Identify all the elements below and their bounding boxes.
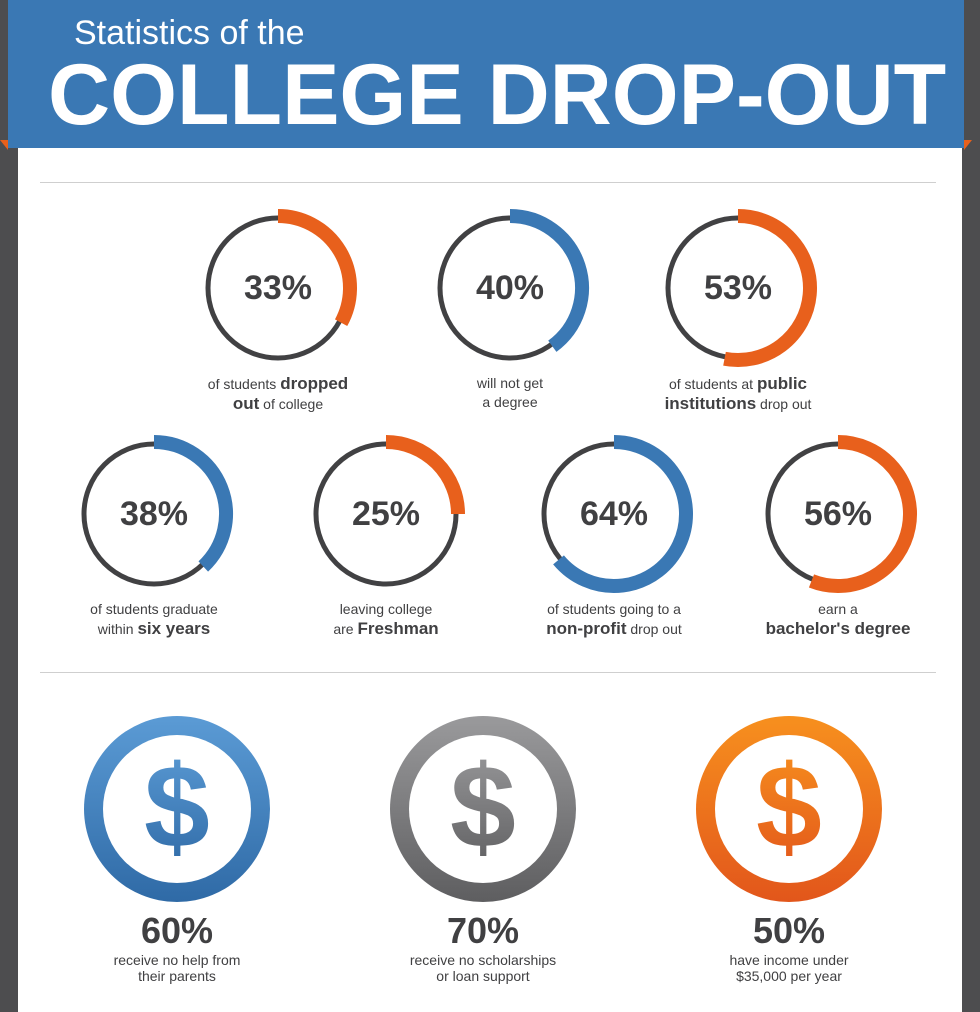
ring-percent-label: 64% <box>579 494 649 533</box>
ring-53: 53% <box>658 208 818 368</box>
dollar-icon-svg: $ <box>84 716 270 902</box>
ring-caption: earn a bachelor's degree <box>765 601 911 638</box>
ring-caption: of students graduate within six years <box>90 601 218 638</box>
ring-svg <box>313 435 465 587</box>
dollar-icon: $ <box>82 714 272 904</box>
ring-38: 38% <box>74 434 234 594</box>
ring-arc-64 <box>553 435 693 593</box>
divider-top <box>40 182 936 183</box>
ring-caption: of students at public institutions drop o… <box>664 374 812 413</box>
header-title: COLLEGE DROP-OUT <box>48 47 947 143</box>
ring-svg <box>765 435 917 593</box>
ring-percent-label: 56% <box>803 494 873 533</box>
money-caption: receive no help from their parents <box>113 952 241 984</box>
ring-64: 64% <box>534 434 694 594</box>
ring-svg <box>541 435 693 593</box>
ring-caption: of students going to a non-profit drop ou… <box>546 601 682 638</box>
header-banner: Statistics of the COLLEGE DROP-OUT <box>0 0 972 150</box>
ring-svg <box>665 209 817 367</box>
ring-arc-38 <box>153 435 233 572</box>
ring-40: 40% <box>430 208 590 368</box>
money-percent-label: 70% <box>446 910 520 951</box>
ring-percent-label: 33% <box>243 268 313 307</box>
dollar-icon-svg: $ <box>696 716 882 902</box>
content-panel: 33% of students dropped out of college 40% w… <box>18 148 962 1012</box>
dollar-glyph: $ <box>450 741 516 873</box>
ring-arc-40 <box>509 209 589 352</box>
dollar-icon-inner <box>103 735 251 883</box>
ring-svg <box>205 209 357 361</box>
dollar-glyph: $ <box>144 741 210 873</box>
ring-percent-label: 38% <box>119 494 189 533</box>
ring-caption: leaving college are Freshman <box>333 601 439 638</box>
ring-svg <box>81 435 233 587</box>
header-subtitle: Statistics of the <box>74 14 305 52</box>
divider-middle <box>40 672 936 673</box>
money-percent-label: 50% <box>752 910 826 951</box>
ring-33: 33% <box>198 208 358 368</box>
ring-caption: will not get a degree <box>476 375 544 410</box>
dollar-icon: $ <box>694 714 884 904</box>
ring-percent-label: 53% <box>703 268 773 307</box>
ring-arc-25 <box>385 435 465 515</box>
ring-percent-label: 40% <box>475 268 545 307</box>
ring-arc-33 <box>277 209 357 327</box>
ring-svg <box>437 209 589 361</box>
dollar-icon: $ <box>388 714 578 904</box>
ring-56: 56% <box>758 434 918 594</box>
ring-arc-56 <box>808 435 917 593</box>
ring-arc-53 <box>723 209 817 367</box>
ring-caption: of students dropped out of college <box>207 374 349 413</box>
dollar-glyph: $ <box>756 741 822 873</box>
ring-percent-label: 25% <box>351 494 421 533</box>
ring-25: 25% <box>306 434 466 594</box>
dollar-icon-inner <box>715 735 863 883</box>
money-caption: receive no scholarships or loan support <box>409 952 557 984</box>
dollar-icon-svg: $ <box>390 716 576 902</box>
dollar-icon-inner <box>409 735 557 883</box>
money-caption: have income under $35,000 per year <box>729 952 849 984</box>
money-percent-label: 60% <box>140 910 214 951</box>
